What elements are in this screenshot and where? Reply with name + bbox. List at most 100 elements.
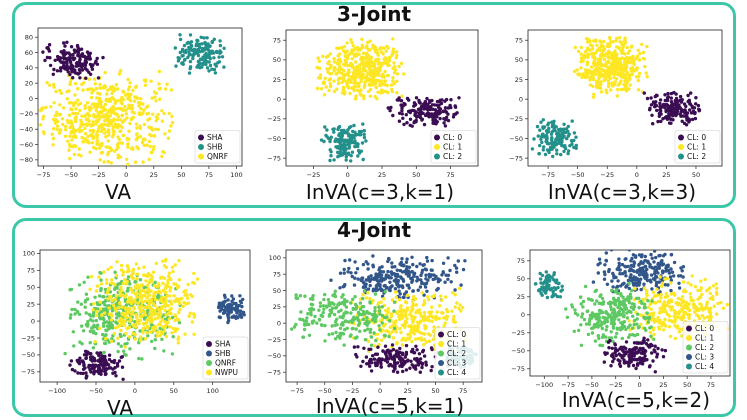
point-yellow (137, 322, 141, 326)
point-yellow (611, 66, 615, 70)
y-tick-label: −25 (509, 115, 523, 123)
point-yellow (699, 286, 704, 290)
point-yellow (600, 43, 604, 47)
point-yellow (328, 82, 332, 86)
point-yellow (166, 281, 170, 285)
point-blue (230, 299, 234, 304)
point-yellow (440, 311, 444, 315)
point-yellow (602, 47, 606, 51)
point-yellow (100, 150, 105, 155)
point-teal (349, 159, 353, 163)
point-yellow (48, 83, 52, 87)
y-tick-label: 60 (25, 49, 33, 57)
x-tick-label: −75 (290, 387, 304, 395)
point-green (343, 319, 348, 324)
legend-label: CL: 1 (447, 340, 466, 349)
point-teal (329, 154, 333, 158)
point-yellow (678, 327, 682, 331)
point-green (170, 315, 175, 320)
point-yellow (113, 283, 117, 287)
point-purple (356, 345, 360, 349)
point-yellow (73, 119, 78, 123)
point-yellow (92, 77, 97, 81)
point-purple (71, 76, 75, 80)
point-green (349, 301, 353, 305)
point-green (104, 333, 108, 337)
chart-3joint-va: −75 −50 −25 0 25 50 75 100806040200−20−40−60−80… (19, 27, 243, 179)
point-yellow (86, 134, 90, 139)
legend-marker (438, 369, 444, 376)
point-yellow (178, 307, 182, 312)
point-yellow (361, 293, 365, 297)
point-yellow (124, 331, 128, 336)
point-yellow (394, 295, 398, 299)
point-yellow (622, 60, 627, 64)
point-yellow (50, 132, 54, 136)
point-yellow (124, 282, 128, 286)
point-green (93, 295, 97, 299)
point-teal (204, 44, 209, 49)
point-teal (206, 42, 210, 46)
point-blue (394, 277, 398, 281)
point-yellow (78, 129, 82, 134)
point-green (158, 326, 162, 331)
point-yellow (102, 311, 107, 315)
point-purple (414, 344, 418, 348)
point-purple (396, 98, 401, 102)
point-green (105, 328, 109, 333)
point-yellow (668, 305, 672, 309)
point-yellow (133, 332, 137, 337)
point-yellow (126, 138, 130, 142)
point-yellow (390, 324, 395, 328)
point-yellow (152, 134, 157, 138)
point-yellow (128, 296, 132, 301)
point-yellow (168, 317, 172, 321)
point-yellow (343, 54, 347, 59)
point-blue (353, 260, 357, 264)
point-blue (679, 274, 683, 278)
point-blue (654, 255, 658, 260)
point-blue (639, 287, 643, 292)
point-yellow (397, 317, 402, 322)
point-purple (683, 109, 687, 113)
point-yellow (162, 111, 166, 116)
point-yellow (145, 331, 149, 335)
point-purple (442, 117, 446, 121)
point-yellow (357, 74, 361, 79)
point-purple (69, 66, 74, 70)
point-yellow (114, 83, 119, 87)
point-blue (656, 261, 661, 266)
point-yellow (576, 49, 581, 54)
points-layer (38, 33, 226, 166)
point-purple (671, 118, 675, 122)
legend-marker (198, 144, 204, 150)
point-yellow (121, 120, 125, 125)
point-yellow (627, 49, 632, 53)
point-teal (562, 122, 566, 127)
point-yellow (374, 67, 378, 72)
point-yellow (334, 72, 338, 76)
point-yellow (445, 307, 449, 312)
point-yellow (136, 318, 140, 322)
point-yellow (172, 294, 176, 298)
point-yellow (156, 312, 160, 316)
point-green (307, 333, 312, 337)
point-teal (536, 134, 540, 138)
point-yellow (116, 106, 121, 111)
point-green (63, 351, 67, 356)
point-yellow (157, 82, 161, 86)
point-yellow (110, 339, 114, 343)
point-yellow (170, 120, 175, 125)
point-green (383, 290, 387, 294)
point-teal (539, 120, 543, 124)
point-yellow (601, 68, 605, 72)
point-green (153, 280, 157, 284)
point-yellow (431, 337, 435, 341)
point-blue (400, 257, 404, 261)
y-tick-label: 75 (515, 37, 523, 45)
point-purple (420, 361, 425, 366)
point-blue (602, 277, 607, 281)
point-purple (400, 106, 404, 110)
legend-marker (434, 144, 440, 150)
y-tick-label: 25 (517, 293, 525, 301)
